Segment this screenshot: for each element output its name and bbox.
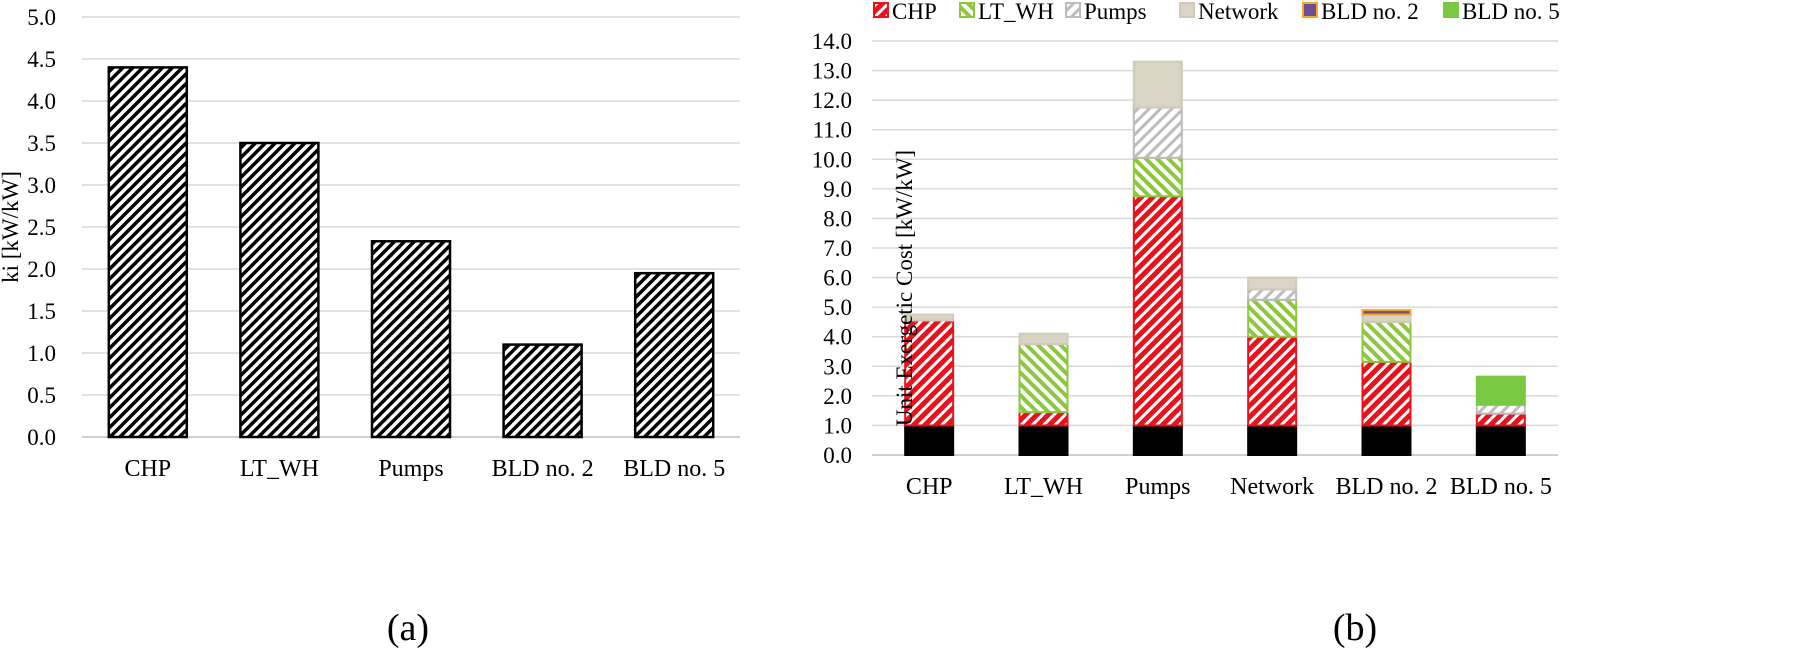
chart-b-category-label: BLD no. 5 — [1450, 474, 1552, 500]
chart-a-y-tick: 3.0 — [27, 173, 56, 198]
chart-b-y-tick: 13.0 — [812, 59, 852, 84]
chart-b-y-tick: 14.0 — [812, 29, 852, 54]
chart-b-y-tick: 5.0 — [823, 295, 852, 320]
chart-b-bar-segment — [1018, 411, 1069, 427]
chart-a-y-tick: 3.5 — [27, 131, 56, 156]
chart-b-bar-segment — [904, 313, 955, 322]
chart-b-bar-segment — [1361, 320, 1412, 363]
chart-b-bar-segment — [1247, 335, 1298, 427]
chart-b-bar-segment — [1018, 332, 1069, 346]
chart-b-y-tick: 6.0 — [823, 266, 852, 291]
chart-b-category-label: Network — [1230, 474, 1314, 500]
legend-entry: LT_WH — [978, 0, 1054, 24]
legend-swatch — [1302, 2, 1318, 18]
chart-b-bar-segment — [904, 424, 955, 456]
chart-b-bar-segment — [1018, 343, 1069, 414]
chart-a-category-label: CHP — [124, 456, 171, 482]
chart-b-stacked-bars — [904, 60, 1526, 456]
chart-b-bar-segment — [1475, 412, 1526, 427]
chart-a: 0.0 0.5 1.0 1.5 2.0 2.5 3.0 3.5 4.0 4.5 5.0 CHP LT_… — [0, 5, 740, 649]
chart-b-y-tick: 1.0 — [823, 413, 852, 438]
chart-a-category-label: BLD no. 5 — [623, 456, 725, 482]
chart-a-y-tick: 2.5 — [27, 215, 56, 240]
chart-b-y-tick: 9.0 — [823, 177, 852, 202]
legend-entry: CHP — [892, 0, 937, 24]
chart-b-bar-segment — [1361, 360, 1412, 427]
chart-a-bars — [107, 66, 715, 439]
chart-b-bar-segment — [1361, 424, 1412, 456]
chart-a-bar — [502, 343, 583, 439]
chart-b-bar-segment — [1475, 375, 1526, 406]
chart-b-y-axis-label: Unit Exergetic Cost [kW/kW] — [892, 150, 917, 426]
legend-swatch — [1179, 2, 1195, 18]
chart-a-y-tick: 0.5 — [27, 383, 56, 408]
chart-a-bar — [239, 141, 320, 439]
chart-a-bar — [633, 271, 715, 439]
chart-b-bar-segment — [1475, 424, 1526, 456]
chart-b-y-tick: 2.0 — [823, 384, 852, 409]
legend-entry: Pumps — [1084, 0, 1147, 24]
chart-b-bar-segment — [1475, 403, 1526, 415]
legend-entry: BLD no. 2 — [1321, 0, 1419, 24]
chart-b-y-tick: 0.0 — [823, 443, 852, 468]
chart-b-y-tick: 8.0 — [823, 206, 852, 231]
chart-b-bar-segment — [1361, 309, 1412, 316]
chart-a-category-label: Pumps — [378, 456, 443, 482]
chart-b-bar-segment — [1247, 288, 1298, 301]
chart-b-y-tick-labels: 0.0 1.0 2.0 3.0 4.0 5.0 6.0 7.0 8.0 9.0 10.0 11.0 12… — [812, 29, 852, 468]
chart-b-bar-segment — [1132, 156, 1183, 198]
legend-entry: BLD no. 5 — [1462, 0, 1560, 24]
chart-a-y-tick: 4.0 — [27, 89, 56, 114]
chart-a-y-tick: 1.0 — [27, 341, 56, 366]
chart-b-category-label: BLD no. 2 — [1336, 474, 1438, 500]
chart-b-gridlines — [872, 40, 1558, 456]
chart-a-y-tick: 1.5 — [27, 299, 56, 324]
chart-b-y-tick: 10.0 — [812, 147, 852, 172]
chart-a-y-tick: 2.0 — [27, 257, 56, 282]
chart-b-bar-segment — [1132, 106, 1183, 159]
chart-a-y-tick-labels: 0.0 0.5 1.0 1.5 2.0 2.5 3.0 3.5 4.0 4.5 5.0 — [27, 5, 56, 450]
chart-b-y-tick: 4.0 — [823, 325, 852, 350]
chart-b-bar-segment — [1247, 424, 1298, 456]
chart-b-bar-segment — [1247, 276, 1298, 291]
chart-a-bar — [107, 66, 189, 439]
chart-a-panel-label: (a) — [387, 607, 429, 649]
chart-b-category-label: LT_WH — [1004, 474, 1083, 500]
chart-b-y-tick: 7.0 — [823, 236, 852, 261]
chart-b-category-labels: CHP LT_WH Pumps Network BLD no. 2 BLD no. 5 — [906, 474, 1552, 500]
legend-swatch — [1443, 2, 1459, 18]
chart-b-bar-segment — [1132, 60, 1183, 109]
chart-a-y-tick: 0.0 — [27, 425, 56, 450]
legend-swatch — [959, 2, 975, 18]
chart-b-panel-label: (b) — [1333, 607, 1377, 649]
chart-a-y-axis-label: ki [kW/kW] — [0, 171, 23, 283]
chart-a-y-tick: 5.0 — [27, 5, 56, 30]
chart-b-bar-segment — [1247, 298, 1298, 338]
chart-a-y-tick: 4.5 — [27, 47, 56, 72]
chart-a-category-label: LT_WH — [240, 456, 319, 482]
chart-b-bar-segment — [1018, 424, 1069, 456]
legend-swatch — [1065, 2, 1081, 18]
chart-b-y-tick: 12.0 — [812, 88, 852, 113]
chart-b-bar-segment — [1132, 424, 1183, 456]
chart-b-legend: CHP LT_WH Pumps Network BLD no. 2 BLD no. 5 — [873, 0, 1560, 24]
chart-b-y-tick: 11.0 — [813, 118, 852, 143]
chart-b-bar-segment — [1132, 195, 1183, 427]
legend-swatch — [873, 2, 889, 18]
chart-b-bar-segment — [904, 319, 955, 427]
chart-b-y-tick: 3.0 — [823, 354, 852, 379]
chart-b-category-label: Pumps — [1125, 474, 1190, 500]
chart-b: 0.0 1.0 2.0 3.0 4.0 5.0 6.0 7.0 8.0 9.0 10.0 11.0 12… — [812, 0, 1560, 649]
chart-a-category-labels: CHP LT_WH Pumps BLD no. 2 BLD no. 5 — [124, 456, 725, 482]
chart-a-category-label: BLD no. 2 — [492, 456, 594, 482]
legend-entry: Network — [1198, 0, 1279, 24]
chart-b-bar-segment — [1361, 313, 1412, 323]
chart-a-bar — [370, 240, 452, 439]
chart-b-category-label: CHP — [906, 474, 953, 500]
